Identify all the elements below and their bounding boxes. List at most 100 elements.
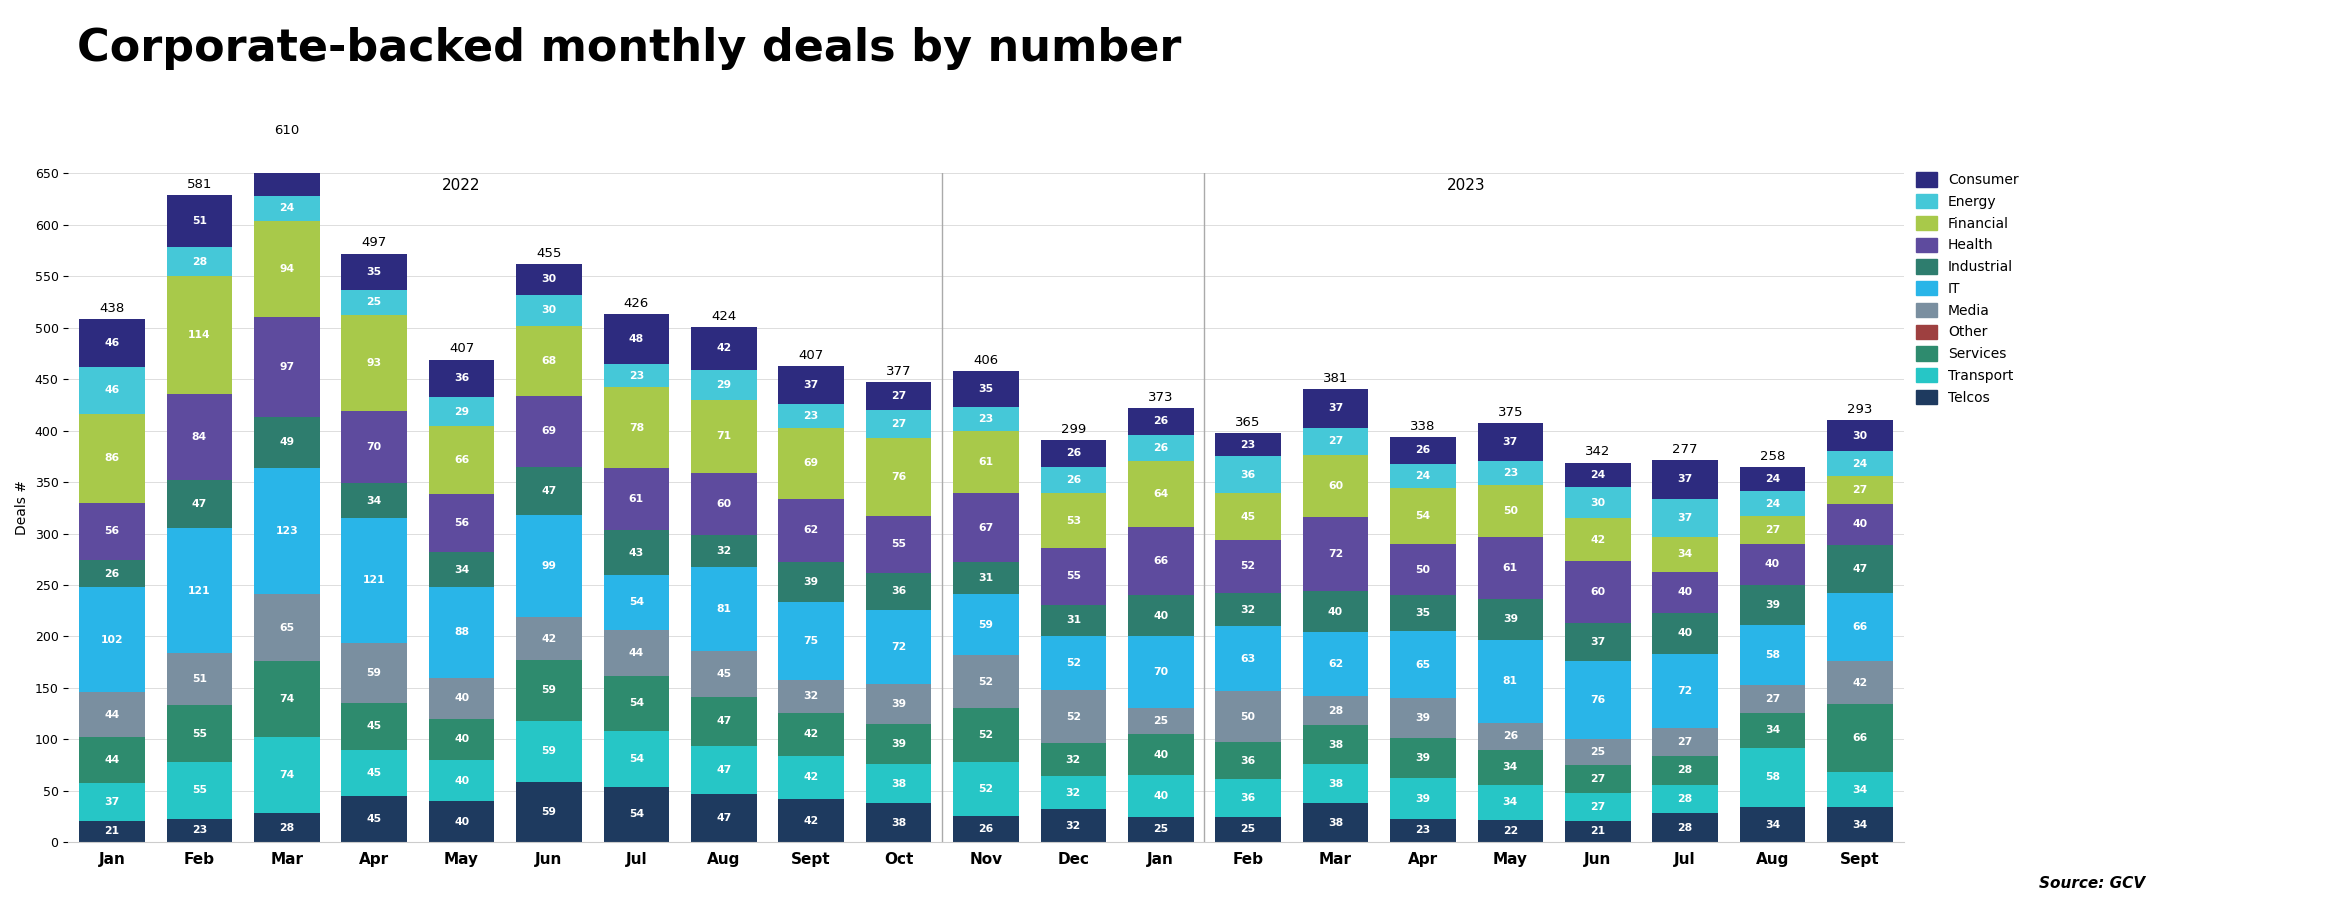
Bar bbox=[80, 783, 145, 821]
Text: Corporate-backed monthly deals by number: Corporate-backed monthly deals by number bbox=[77, 27, 1181, 70]
Text: 27: 27 bbox=[891, 392, 907, 401]
Bar bbox=[1739, 544, 1805, 585]
Text: 426: 426 bbox=[624, 297, 649, 310]
Text: 55: 55 bbox=[1067, 572, 1081, 581]
Text: 75: 75 bbox=[804, 636, 818, 646]
Text: 293: 293 bbox=[1847, 403, 1873, 416]
Text: 40: 40 bbox=[1329, 607, 1343, 616]
Bar bbox=[253, 141, 319, 196]
Bar bbox=[1739, 713, 1805, 748]
Bar bbox=[1566, 740, 1631, 765]
Text: 35: 35 bbox=[977, 384, 994, 394]
Bar bbox=[253, 737, 319, 814]
Text: 65: 65 bbox=[279, 623, 295, 633]
Text: 49: 49 bbox=[279, 437, 295, 447]
Text: 54: 54 bbox=[628, 754, 645, 764]
Bar bbox=[1653, 613, 1718, 654]
Text: 56: 56 bbox=[455, 518, 469, 528]
Bar bbox=[253, 594, 319, 662]
Bar bbox=[166, 248, 232, 276]
Text: 40: 40 bbox=[455, 816, 469, 827]
Text: 28: 28 bbox=[192, 256, 206, 266]
Text: 40: 40 bbox=[1678, 587, 1692, 598]
Bar bbox=[516, 295, 581, 326]
Bar bbox=[1477, 640, 1542, 723]
Bar bbox=[516, 264, 581, 295]
Bar bbox=[80, 821, 145, 842]
Text: 74: 74 bbox=[279, 770, 295, 780]
Text: 455: 455 bbox=[537, 247, 563, 260]
Bar bbox=[429, 552, 495, 587]
Bar bbox=[1653, 461, 1718, 499]
Text: 34: 34 bbox=[1503, 762, 1519, 772]
Text: 30: 30 bbox=[541, 305, 556, 315]
Bar bbox=[80, 414, 145, 503]
Text: 27: 27 bbox=[1589, 774, 1606, 784]
Text: 52: 52 bbox=[977, 677, 994, 687]
Text: 26: 26 bbox=[1153, 417, 1167, 427]
Text: 377: 377 bbox=[886, 365, 912, 378]
Text: 25: 25 bbox=[1153, 824, 1167, 834]
Bar bbox=[429, 494, 495, 552]
Text: 299: 299 bbox=[1062, 423, 1085, 436]
Bar bbox=[80, 692, 145, 737]
Bar bbox=[865, 724, 931, 764]
Bar bbox=[1303, 764, 1369, 803]
Text: 34: 34 bbox=[1503, 797, 1519, 807]
Bar bbox=[1217, 816, 1280, 842]
Bar bbox=[605, 630, 668, 676]
Bar bbox=[1390, 464, 1456, 488]
Bar bbox=[691, 651, 757, 698]
Bar bbox=[865, 609, 931, 684]
Bar bbox=[1739, 626, 1805, 685]
Bar bbox=[1127, 595, 1193, 636]
Bar bbox=[1303, 518, 1369, 591]
Text: 34: 34 bbox=[1765, 820, 1779, 830]
Bar bbox=[1041, 605, 1106, 636]
Text: 26: 26 bbox=[1416, 446, 1430, 455]
Text: 40: 40 bbox=[1153, 750, 1167, 760]
Bar bbox=[1828, 705, 1892, 772]
Text: 72: 72 bbox=[1329, 549, 1343, 559]
Text: 46: 46 bbox=[105, 385, 120, 395]
Text: 24: 24 bbox=[1765, 474, 1779, 484]
Bar bbox=[516, 396, 581, 466]
Text: 610: 610 bbox=[274, 124, 300, 138]
Bar bbox=[605, 364, 668, 387]
Bar bbox=[342, 315, 408, 411]
Bar bbox=[80, 320, 145, 367]
Text: 45: 45 bbox=[1240, 511, 1256, 521]
Text: 24: 24 bbox=[279, 203, 295, 213]
Bar bbox=[1477, 785, 1542, 820]
Text: 70: 70 bbox=[1153, 668, 1167, 678]
Bar bbox=[1127, 708, 1193, 734]
Bar bbox=[516, 326, 581, 396]
Text: 76: 76 bbox=[891, 472, 907, 482]
Text: 30: 30 bbox=[1589, 498, 1606, 508]
Bar bbox=[1653, 814, 1718, 842]
Text: 52: 52 bbox=[1067, 658, 1081, 668]
Bar bbox=[778, 365, 844, 404]
Bar bbox=[1127, 776, 1193, 816]
Text: 93: 93 bbox=[366, 358, 382, 368]
Bar bbox=[253, 196, 319, 220]
Text: 338: 338 bbox=[1411, 419, 1435, 433]
Bar bbox=[1217, 691, 1280, 742]
Bar bbox=[1739, 516, 1805, 544]
Text: 59: 59 bbox=[366, 668, 382, 678]
Text: 123: 123 bbox=[274, 526, 298, 536]
Bar bbox=[954, 407, 1020, 430]
Bar bbox=[605, 575, 668, 630]
Text: 27: 27 bbox=[1852, 485, 1868, 495]
Text: 34: 34 bbox=[366, 496, 382, 506]
Bar bbox=[80, 737, 145, 783]
Bar bbox=[1303, 390, 1369, 428]
Bar bbox=[1653, 785, 1718, 814]
Bar bbox=[342, 290, 408, 315]
Text: 63: 63 bbox=[1240, 653, 1256, 663]
Bar bbox=[166, 195, 232, 248]
Bar bbox=[1390, 631, 1456, 698]
Text: 54: 54 bbox=[628, 809, 645, 820]
Bar bbox=[1653, 756, 1718, 785]
Text: 86: 86 bbox=[105, 454, 120, 464]
